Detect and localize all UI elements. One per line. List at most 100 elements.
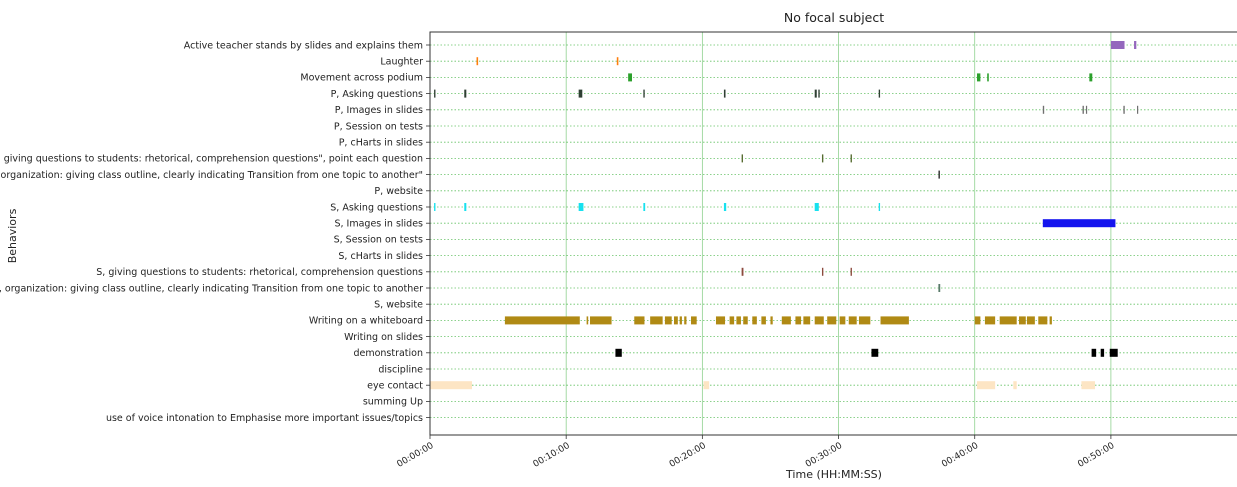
x-tick-label: 00:50:00 (1076, 441, 1116, 470)
bar-writing-on-a-whiteboard (770, 316, 773, 325)
bar-laughter (616, 57, 619, 66)
category-labels: Active teacher stands by slides and expl… (0, 40, 423, 424)
bar-demonstration (1091, 348, 1097, 357)
bar-p-asking-questions (814, 89, 817, 98)
category-label-s-giving-questions-to-students-rhetorical-compre: S, giving questions to students: rhetori… (96, 267, 423, 278)
x-tick-labels: 00:00:00 00:10:00 00:20:00 00:30:00 00:40:00… (395, 441, 1116, 470)
bar-p-giving-questions-to-students-rhetorical-compre (741, 154, 743, 163)
bar-writing-on-a-whiteboard (1038, 316, 1048, 325)
bar-writing-on-a-whiteboard (984, 316, 996, 325)
bar-writing-on-a-whiteboard (880, 316, 909, 325)
x-tick-label: 00:00:00 (395, 441, 435, 470)
category-label-p-giving-questions-to-students-rhetorical-compre: P, giving questions to students: rhetori… (0, 154, 423, 165)
category-label-p-session-on-tests: P, Session on tests (334, 121, 423, 132)
bar-p-asking-questions (578, 89, 583, 98)
bar-writing-on-a-whiteboard (664, 316, 672, 325)
category-label-demonstration: demonstration (353, 348, 423, 359)
bar-p-giving-questions-to-students-rhetorical-compre (850, 154, 852, 163)
bar-writing-on-a-whiteboard (1018, 316, 1026, 325)
bar-laughter (476, 57, 479, 66)
x-axis-label: Time (HH:MM:SS) (785, 468, 882, 481)
category-label-eye-contact: eye contact (367, 381, 423, 392)
bar-p-asking-questions (818, 89, 820, 98)
bars-layer (430, 41, 1139, 390)
bar-movement-across-podium (987, 73, 989, 82)
category-label-s-session-on-tests: S, Session on tests (334, 235, 423, 246)
x-tick-label: 00:20:00 (668, 441, 708, 470)
bar-s-giving-questions-to-students-rhetorical-compre (850, 267, 852, 276)
bar-writing-on-a-whiteboard (999, 316, 1017, 325)
category-label-writing-on-a-whiteboard: Writing on a whiteboard (309, 316, 423, 327)
category-label-active-teacher-stands-by-slides-and-explains-the: Active teacher stands by slides and expl… (184, 40, 423, 51)
bar-writing-on-a-whiteboard (590, 316, 612, 325)
category-label-movement-across-podium: Movement across podium (300, 73, 423, 84)
bar-s-asking-questions (643, 203, 646, 211)
bar-s-organization-giving-class-outline-clearly-indi (938, 284, 941, 292)
bar-p-asking-questions (464, 89, 467, 98)
bar-s-giving-questions-to-students-rhetorical-compre (741, 267, 744, 276)
bar-writing-on-a-whiteboard (858, 316, 871, 325)
bar-p-asking-questions (434, 89, 436, 98)
bar-writing-on-a-whiteboard (504, 316, 580, 325)
bar-s-asking-questions (878, 203, 881, 211)
bar-writing-on-a-whiteboard (650, 316, 663, 325)
category-label-s-organization-giving-class-outline-clearly-indi: S, organization: giving class outline, c… (0, 283, 423, 294)
bar-writing-on-a-whiteboard (752, 316, 757, 325)
bar-writing-on-a-whiteboard (736, 316, 741, 325)
bar-demonstration (1100, 348, 1105, 357)
bar-writing-on-a-whiteboard (839, 316, 846, 325)
x-tick-label: 00:10:00 (532, 441, 572, 470)
bar-eye-contact (703, 381, 710, 390)
bar-demonstration (1109, 348, 1118, 357)
bar-writing-on-a-whiteboard (684, 316, 687, 325)
bar-p-giving-questions-to-students-rhetorical-compre (821, 154, 824, 163)
bar-writing-on-a-whiteboard (679, 316, 682, 325)
x-tick-label: 00:30:00 (804, 441, 844, 470)
chart-title: No focal subject (784, 10, 884, 25)
bar-active-teacher-stands-by-slides-and-explains-the (1134, 41, 1137, 49)
bar-movement-across-podium (628, 73, 632, 82)
bar-writing-on-a-whiteboard (1026, 316, 1035, 325)
category-label-p-website: P, website (374, 186, 423, 197)
bar-movement-across-podium (1089, 73, 1093, 82)
category-label-use-of-voice-intonation-to-emphasise-more-import: use of voice intonation to Emphasise mor… (106, 413, 423, 424)
bar-writing-on-a-whiteboard (761, 316, 766, 325)
bar-writing-on-a-whiteboard (848, 316, 857, 325)
bar-writing-on-a-whiteboard (974, 316, 981, 325)
bar-p-images-in-slides (1042, 105, 1045, 114)
category-label-summing-up: summing Up (363, 397, 423, 408)
category-label-laughter: Laughter (380, 57, 423, 68)
category-label-s-website: S, website (374, 300, 423, 311)
bar-s-asking-questions (434, 203, 436, 211)
bar-s-giving-questions-to-students-rhetorical-compre (821, 267, 824, 276)
bar-writing-on-a-whiteboard (803, 316, 811, 325)
bar-s-asking-questions (464, 203, 467, 211)
plot-frame (429, 31, 1237, 436)
bar-p-organization-giving-class-outline-clearly-indi (938, 170, 940, 179)
bar-writing-on-a-whiteboard (1049, 316, 1052, 325)
bar-writing-on-a-whiteboard (634, 316, 645, 325)
bar-writing-on-a-whiteboard (827, 316, 837, 325)
bar-p-asking-questions (643, 89, 645, 98)
bar-p-images-in-slides (1123, 105, 1125, 114)
y-axis-label: Behaviors (6, 208, 19, 263)
bar-p-asking-questions (878, 89, 881, 98)
bar-demonstration (871, 348, 879, 357)
bar-s-asking-questions (814, 203, 819, 211)
category-label-s-charts-in-slides: S, cHarts in slides (338, 251, 423, 262)
bar-writing-on-a-whiteboard (729, 316, 735, 325)
bar-p-asking-questions (723, 89, 726, 98)
bar-eye-contact (1081, 381, 1096, 390)
bar-writing-on-a-whiteboard (691, 316, 697, 325)
bar-writing-on-a-whiteboard (814, 316, 824, 325)
bar-eye-contact (1013, 381, 1017, 390)
bar-eye-contact (976, 381, 996, 390)
bar-s-asking-questions (723, 203, 727, 211)
bar-writing-on-a-whiteboard (673, 316, 678, 325)
category-label-discipline: discipline (378, 364, 423, 375)
bar-writing-on-a-whiteboard (795, 316, 802, 325)
bar-s-images-in-slides (1042, 219, 1116, 228)
bar-demonstration (615, 348, 622, 357)
